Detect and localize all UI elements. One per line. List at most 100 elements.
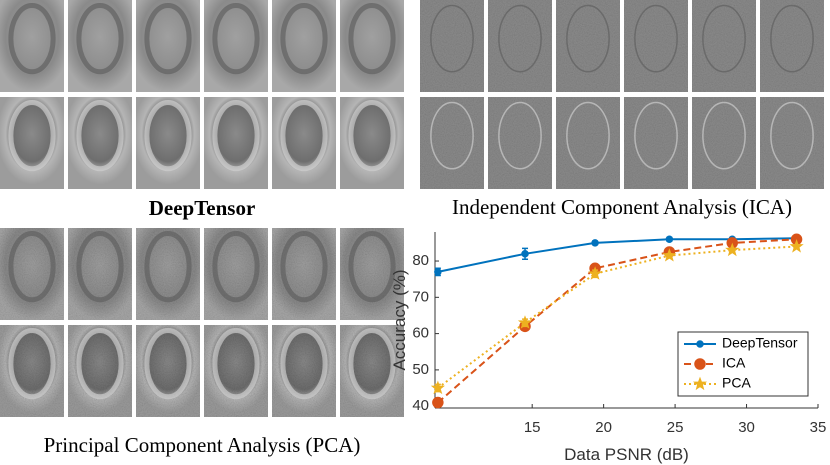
face xyxy=(634,4,678,73)
thumbnail xyxy=(340,0,404,92)
face xyxy=(280,231,328,303)
marker xyxy=(434,268,442,276)
thumbnail xyxy=(692,0,756,92)
thumbnail xyxy=(488,97,552,189)
thumbnail xyxy=(0,97,64,189)
thumb-bg xyxy=(692,97,756,189)
thumbnail xyxy=(340,228,404,320)
face xyxy=(76,231,124,303)
thumbnail xyxy=(204,97,268,189)
thumb-bg xyxy=(488,97,552,189)
series xyxy=(434,234,801,277)
thumbnail xyxy=(68,97,132,189)
thumbnail xyxy=(272,325,336,417)
caption: Principal Component Analysis (PCA) xyxy=(44,433,361,457)
thumbnail xyxy=(68,325,132,417)
face xyxy=(8,100,56,172)
face xyxy=(76,328,124,400)
legend: DeepTensor ICA PCA xyxy=(677,331,809,397)
marker xyxy=(725,242,740,257)
thumb-bg xyxy=(624,97,688,189)
face xyxy=(144,100,192,172)
face xyxy=(144,231,192,303)
thumbnail xyxy=(760,97,824,189)
marker xyxy=(591,239,599,247)
thumbnail xyxy=(340,325,404,417)
thumbnail xyxy=(272,228,336,320)
face xyxy=(212,100,260,172)
x-tick-label: 35 xyxy=(810,419,827,436)
thumbnail xyxy=(420,97,484,189)
thumb-bg xyxy=(760,0,824,92)
face xyxy=(702,101,746,170)
thumbnail xyxy=(692,97,756,189)
x-tick-label: 30 xyxy=(738,419,755,436)
series xyxy=(430,239,804,395)
caption: DeepTensor xyxy=(149,196,256,220)
thumbnail xyxy=(68,0,132,92)
face xyxy=(280,3,328,75)
face xyxy=(8,3,56,75)
thumb-bg xyxy=(556,97,620,189)
face xyxy=(76,3,124,75)
legend-label: PCA xyxy=(722,375,751,391)
face xyxy=(348,100,396,172)
marker xyxy=(696,340,704,348)
thumbnail xyxy=(624,97,688,189)
thumbnail xyxy=(136,97,200,189)
thumb-bg xyxy=(556,0,620,92)
face xyxy=(280,328,328,400)
face xyxy=(144,328,192,400)
thumbnail xyxy=(204,325,268,417)
thumbnail xyxy=(0,228,64,320)
thumbnail xyxy=(488,0,552,92)
thumb-bg xyxy=(624,0,688,92)
thumbnail xyxy=(272,0,336,92)
thumb-bg xyxy=(692,0,756,92)
thumb-bg xyxy=(420,0,484,92)
y-tick-label: 70 xyxy=(412,288,429,305)
face xyxy=(566,4,610,73)
y-axis-label: Accuracy (%) xyxy=(390,269,409,370)
face xyxy=(76,100,124,172)
face xyxy=(8,328,56,400)
thumbnail xyxy=(204,228,268,320)
face xyxy=(770,101,814,170)
y-tick-label: 60 xyxy=(412,325,429,342)
face xyxy=(702,4,746,73)
y-tick-label: 80 xyxy=(412,252,429,269)
thumbnail xyxy=(0,325,64,417)
thumbnail xyxy=(556,97,620,189)
x-axis-label: Data PSNR (dB) xyxy=(564,445,689,464)
face xyxy=(8,231,56,303)
marker xyxy=(588,266,603,280)
x-tick-label: 25 xyxy=(667,419,684,436)
face xyxy=(212,3,260,75)
marker xyxy=(694,358,706,370)
thumbnail xyxy=(136,0,200,92)
face xyxy=(498,4,542,73)
face xyxy=(566,101,610,170)
face xyxy=(212,231,260,303)
marker xyxy=(692,376,708,391)
thumbnail xyxy=(136,228,200,320)
thumbnail xyxy=(556,0,620,92)
y-tick-label: 40 xyxy=(412,397,429,414)
caption: Independent Component Analysis (ICA) xyxy=(452,195,792,219)
face xyxy=(430,4,474,73)
thumbnail xyxy=(760,0,824,92)
face xyxy=(348,231,396,303)
thumb-bg xyxy=(488,0,552,92)
marker xyxy=(517,315,533,329)
line xyxy=(437,245,797,389)
face xyxy=(770,4,814,73)
thumbnail xyxy=(340,97,404,189)
face xyxy=(280,100,328,172)
marker xyxy=(432,396,444,409)
marker xyxy=(430,380,445,395)
x-tick-label: 20 xyxy=(595,419,612,436)
line xyxy=(437,237,797,273)
thumbnail xyxy=(624,0,688,92)
thumbnail xyxy=(136,325,200,417)
